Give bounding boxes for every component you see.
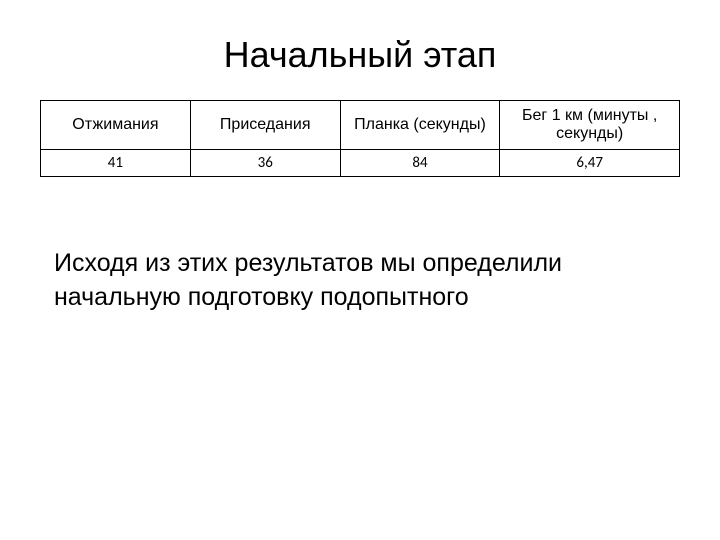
body-paragraph: Исходя из этих результатов мы определили… bbox=[54, 247, 666, 315]
table-header-cell: Бег 1 км (минуты , секунды) bbox=[500, 101, 680, 150]
page-title: Начальный этап bbox=[0, 0, 720, 100]
table-header-cell: Отжимания bbox=[41, 101, 191, 150]
table-cell: 6,47 bbox=[500, 150, 680, 177]
table-cell: 84 bbox=[340, 150, 500, 177]
table-cell: 36 bbox=[190, 150, 340, 177]
table-header-cell: Приседания bbox=[190, 101, 340, 150]
table-header-cell: Планка (секунды) bbox=[340, 101, 500, 150]
table-row: 41 36 84 6,47 bbox=[41, 150, 680, 177]
results-table: Отжимания Приседания Планка (секунды) Бе… bbox=[40, 100, 680, 177]
table-cell: 41 bbox=[41, 150, 191, 177]
table-header-row: Отжимания Приседания Планка (секунды) Бе… bbox=[41, 101, 680, 150]
